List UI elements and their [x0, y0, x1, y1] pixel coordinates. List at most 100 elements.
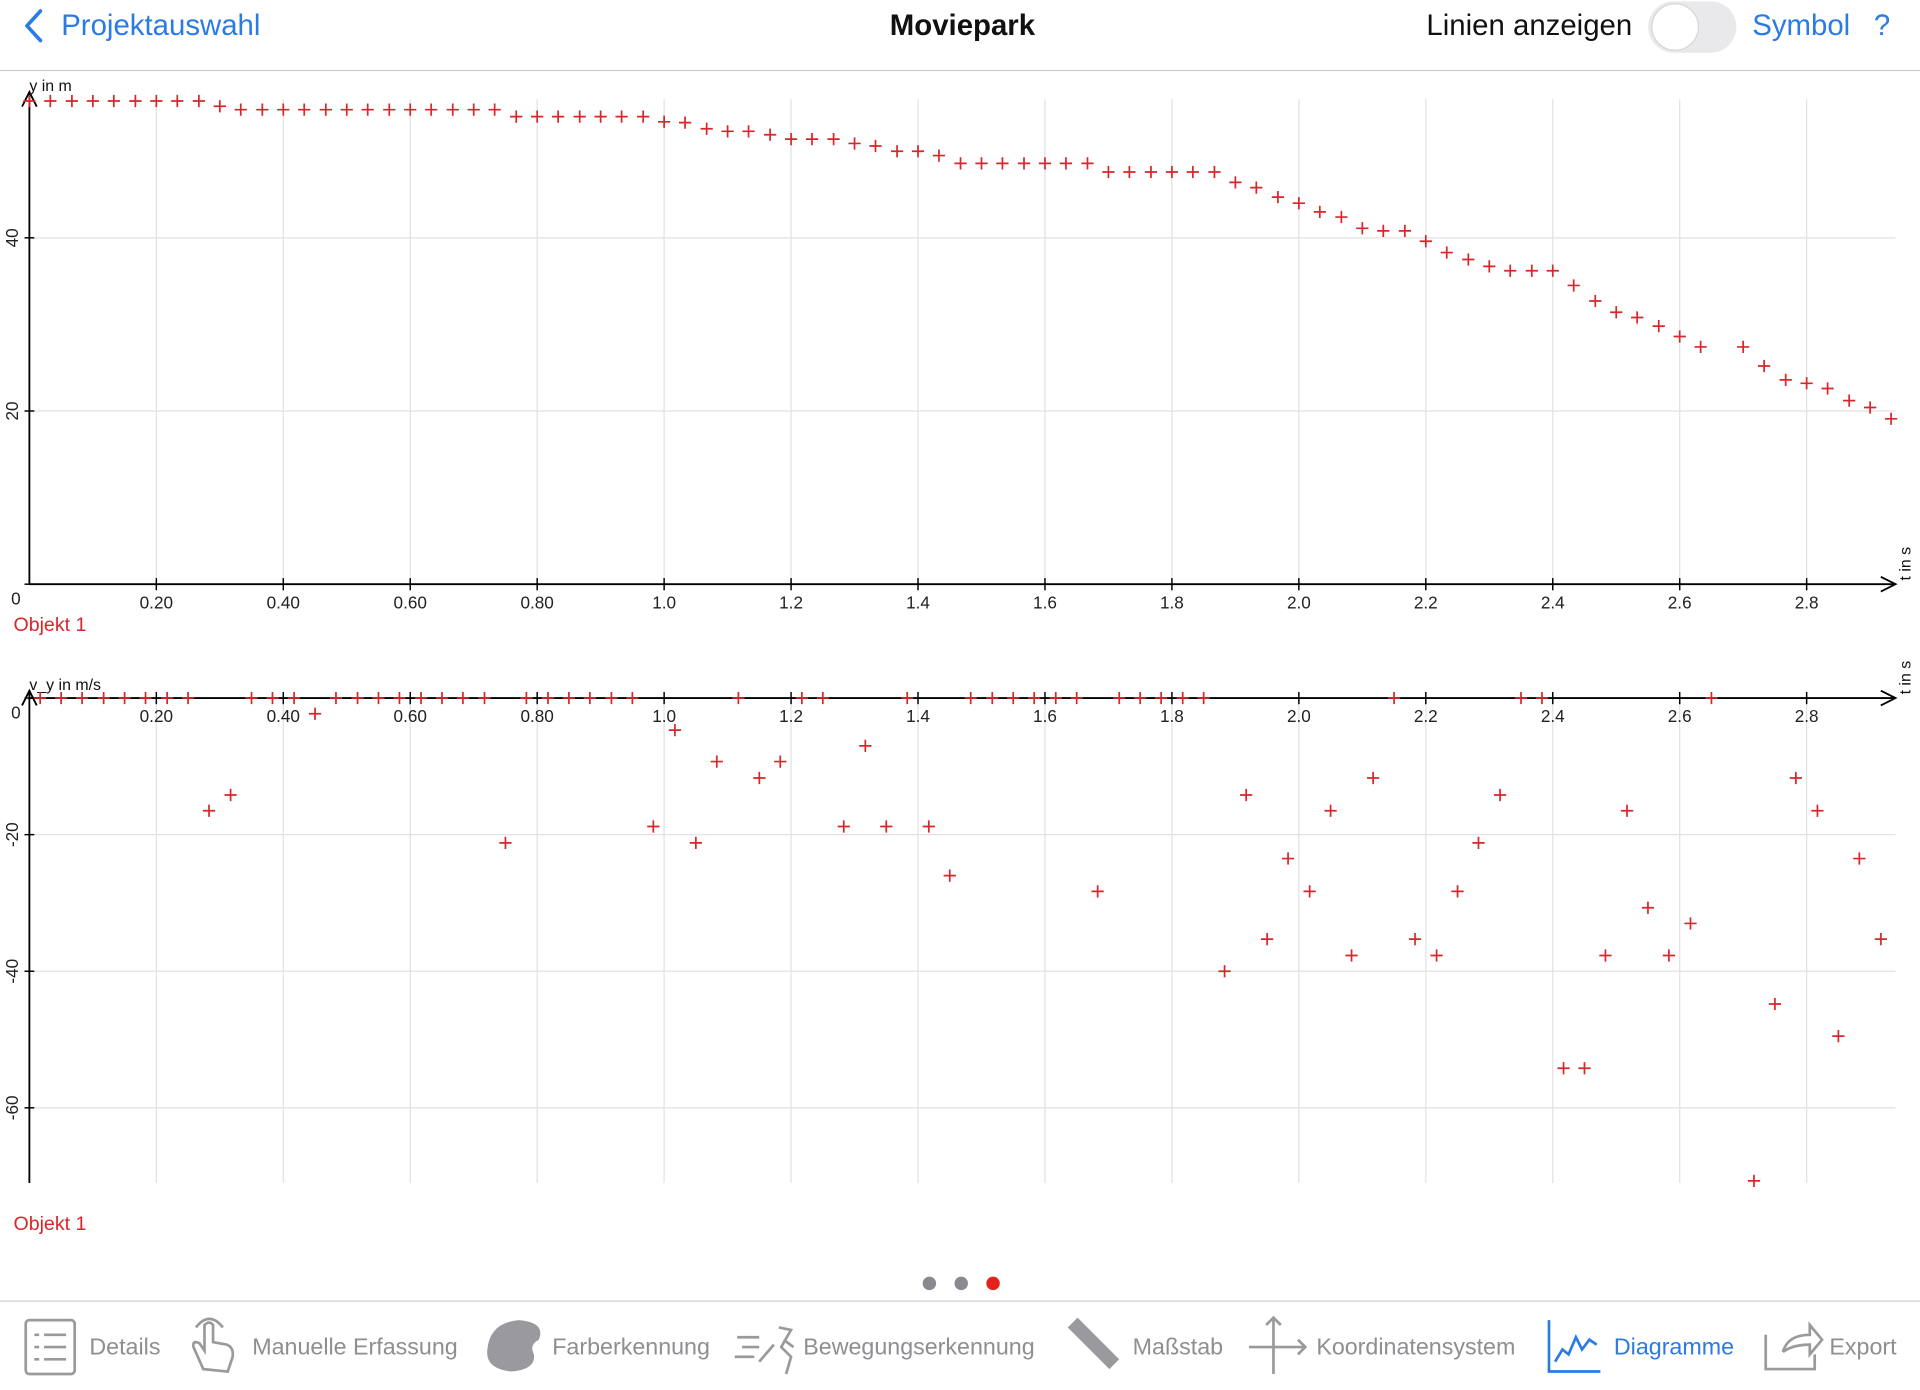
help-button[interactable]: ?	[1874, 9, 1890, 42]
back-button[interactable]: Projektauswahl	[61, 9, 260, 42]
data-point	[954, 157, 967, 170]
symbol-button[interactable]: Symbol	[1752, 9, 1850, 42]
x-tick-label: 2.4	[1541, 706, 1565, 726]
data-point	[764, 128, 777, 141]
data-point	[1483, 260, 1496, 273]
x-axis-label: t in s	[1898, 547, 1915, 581]
x-tick-label: 1.4	[906, 592, 930, 612]
data-point	[23, 94, 36, 108]
data-point	[298, 103, 311, 116]
tab[interactable]: Koordinatensystem	[1316, 1333, 1515, 1359]
data-point	[308, 707, 322, 720]
data-point	[55, 691, 68, 705]
data-point	[1102, 165, 1115, 179]
data-point	[1387, 691, 1401, 705]
x-axis-arrow	[1880, 689, 1898, 707]
data-point	[75, 691, 89, 705]
page-dot[interactable]	[922, 1276, 937, 1291]
tab[interactable]: Bewegungserkennung	[803, 1333, 1034, 1359]
data-point	[710, 755, 723, 768]
data-point	[1821, 382, 1834, 395]
data-point	[1271, 191, 1285, 204]
data-point	[795, 691, 808, 705]
icon-diagram	[1547, 1320, 1601, 1373]
data-point	[827, 132, 840, 146]
x-tick-label: 2.0	[1287, 706, 1311, 726]
data-point	[922, 820, 935, 833]
data-point	[1440, 246, 1453, 259]
data-point	[1250, 181, 1263, 194]
data-point	[901, 691, 914, 705]
x-tick-label: 2.0	[1287, 592, 1311, 612]
data-point	[890, 145, 904, 158]
tab[interactable]: Details	[89, 1333, 160, 1359]
data-point	[658, 115, 671, 128]
data-point	[171, 94, 184, 108]
tab[interactable]: Maßstab	[1133, 1333, 1223, 1359]
x-tick-label: 0.20	[140, 706, 173, 726]
data-point	[1038, 157, 1052, 170]
data-point	[573, 110, 586, 123]
data-point	[869, 139, 882, 153]
data-point	[1620, 804, 1634, 817]
x-tick-label: 1.6	[1033, 592, 1057, 612]
tab[interactable]: Export	[1829, 1333, 1897, 1359]
legend-entry: Objekt 1	[13, 1213, 86, 1235]
tab-icons	[24, 1315, 1824, 1376]
data-point	[1261, 933, 1274, 946]
data-point	[986, 691, 999, 705]
data-point	[1631, 311, 1644, 324]
data-point	[668, 724, 682, 737]
page-dot-active[interactable]	[986, 1276, 1000, 1291]
data-point	[531, 110, 544, 123]
back-chevron[interactable]	[25, 9, 43, 43]
data-point	[1229, 176, 1242, 189]
x-tick-label: 0.40	[267, 592, 300, 612]
data-point	[1768, 997, 1782, 1011]
data-point	[1843, 394, 1856, 407]
tab[interactable]: Manuelle Erfassung	[252, 1333, 458, 1359]
data-point	[97, 691, 110, 705]
data-point	[1567, 279, 1580, 292]
data-point	[1335, 210, 1348, 224]
data-point	[689, 836, 702, 849]
data-point	[605, 691, 618, 705]
data-point	[996, 157, 1009, 170]
data-point	[129, 94, 142, 108]
x-tick-label: 2.2	[1414, 706, 1438, 726]
data-point	[1218, 965, 1231, 978]
data-point	[1070, 691, 1083, 705]
data-point	[139, 691, 152, 705]
x-tick-label: 1.2	[779, 706, 803, 726]
data-point	[1366, 771, 1380, 785]
data-point	[637, 110, 650, 123]
data-point	[964, 691, 977, 705]
x-tick-label: 0.60	[394, 706, 427, 726]
data-point	[414, 691, 428, 705]
y-axis-label: v_y in m/s	[29, 677, 101, 694]
x-tick-label: 2.4	[1541, 592, 1565, 612]
data-point	[435, 691, 449, 705]
data-point	[1303, 885, 1316, 898]
y-axis-arrow	[21, 688, 38, 706]
data-point	[1610, 306, 1623, 319]
data-point	[1324, 804, 1337, 817]
data-point	[1154, 691, 1168, 705]
data-point	[943, 869, 956, 882]
page-dot[interactable]	[954, 1276, 968, 1291]
x-tick-label: 2.2	[1414, 592, 1438, 612]
icon-details-lines	[34, 1333, 67, 1361]
tab[interactable]: Farberkennung	[552, 1333, 710, 1359]
data-point	[1028, 691, 1041, 705]
data-point	[1292, 197, 1305, 210]
legend-entry: Objekt 1	[13, 614, 86, 636]
y-tick-label: -40	[2, 959, 22, 984]
tab-selected[interactable]: Diagramme	[1614, 1333, 1734, 1359]
data-point	[488, 103, 501, 116]
data-point	[1546, 264, 1559, 277]
data-point	[510, 110, 523, 123]
data-point	[1281, 852, 1295, 865]
icon-ruler	[1067, 1317, 1120, 1370]
data-point	[520, 691, 533, 705]
data-point	[1144, 165, 1158, 179]
